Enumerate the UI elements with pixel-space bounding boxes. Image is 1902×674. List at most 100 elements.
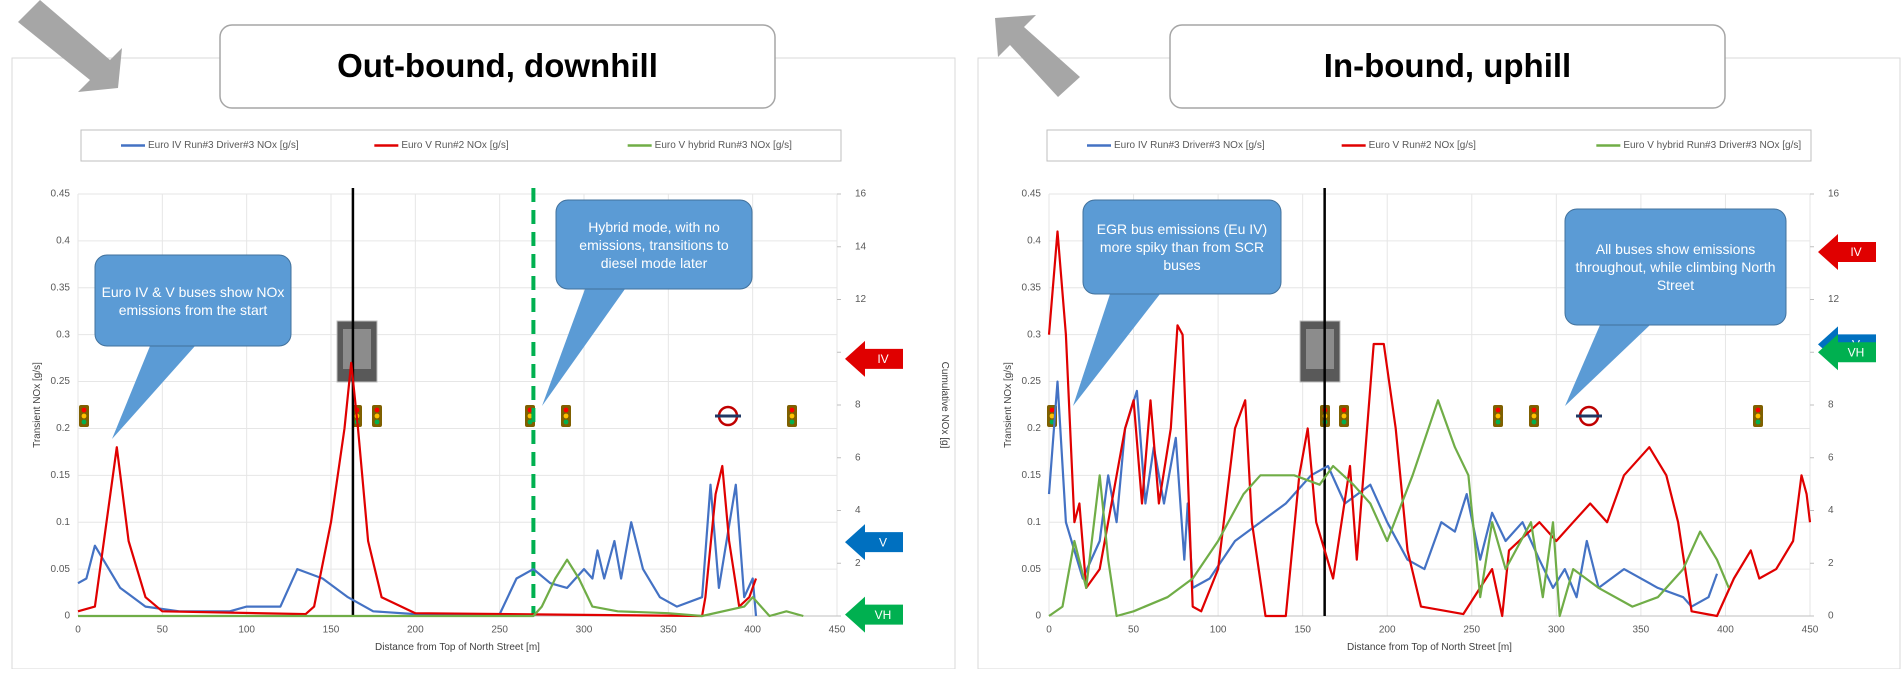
legend-label: Euro IV Run#3 Driver#3 NOx [g/s]	[1114, 140, 1265, 151]
x-tick-label: 200	[1379, 625, 1396, 636]
traffic-light-lamp	[374, 413, 380, 419]
chart-title: Out-bound, downhill	[337, 47, 658, 84]
y-tick-label: 0.1	[56, 517, 70, 528]
x-tick-label: 400	[1717, 625, 1734, 636]
x-tick-label: 150	[1294, 625, 1311, 636]
callout: EGR bus emissions (Eu IV) more spiky tha…	[1096, 221, 1268, 273]
y2-tick-label: 4	[1828, 505, 1834, 516]
y2-tick-label: 4	[855, 505, 861, 516]
cumulative-arrow	[1818, 234, 1876, 271]
y-tick-label: 0	[1035, 611, 1041, 622]
traffic-light-lamp	[374, 419, 380, 425]
traffic-light-lamp	[81, 413, 87, 419]
y2-tick-label: 14	[855, 241, 867, 252]
photo-detail	[343, 329, 371, 369]
x-tick-label: 450	[829, 625, 846, 636]
arrow-icon	[18, 0, 122, 92]
callout-tail	[112, 346, 195, 439]
callout-tail	[1073, 294, 1160, 406]
callout-box	[1082, 199, 1282, 295]
y2-tick-label: 2	[855, 558, 861, 569]
traffic-light-lamp	[1495, 419, 1501, 425]
y-tick-label: 0.4	[1027, 236, 1041, 247]
y-tick-label: 0.25	[51, 376, 71, 387]
cumulative-arrow	[1818, 334, 1876, 371]
y-tick-label: 0.15	[51, 470, 71, 481]
x-axis-label: Distance from Top of North Street [m]	[1347, 642, 1512, 653]
y2-tick-label: 6	[1828, 452, 1834, 463]
traffic-light-lamp	[1495, 413, 1501, 419]
y2-axis-label: Cumulative NOx [g]	[939, 362, 950, 449]
legend-label: Euro V Run#2 NOx [g/s]	[1369, 140, 1476, 151]
traffic-light-lamp	[1341, 413, 1347, 419]
series-line	[1048, 399, 1730, 618]
chart-title: In-bound, uphill	[1324, 47, 1571, 84]
traffic-light-lamp	[789, 407, 795, 413]
arrow-label: V	[879, 535, 887, 549]
y2-tick-label: 6	[855, 452, 861, 463]
x-tick-label: 0	[1046, 625, 1052, 636]
series-line	[77, 361, 758, 618]
traffic-light-lamp	[1531, 419, 1537, 425]
series-line	[1047, 230, 1812, 618]
traffic-light-lamp	[374, 407, 380, 413]
x-tick-label: 200	[407, 625, 424, 636]
y2-tick-label: 2	[1828, 558, 1834, 569]
legend-label: Euro V hybrid Run#3 NOx [g/s]	[655, 140, 793, 151]
x-tick-label: 350	[1633, 625, 1650, 636]
cumulative-arrow	[845, 524, 903, 561]
callout-text: EGR bus emissions (Eu IV) more spiky tha…	[1096, 221, 1268, 273]
y-tick-label: 0.05	[1022, 564, 1042, 575]
y-tick-label: 0.25	[1022, 376, 1042, 387]
traffic-light-lamp	[563, 419, 569, 425]
traffic-light-lamp	[527, 419, 533, 425]
y-tick-label: 0.35	[51, 282, 71, 293]
arrow-label: IV	[877, 352, 888, 366]
y2-tick-label: 0	[1828, 611, 1834, 622]
y-tick-label: 0.35	[1022, 282, 1042, 293]
callout-text: Hybrid mode, with no emissions, transiti…	[579, 218, 729, 271]
y-tick-label: 0.2	[1027, 423, 1041, 434]
y-tick-label: 0.3	[1027, 329, 1041, 340]
y-axis-label: Transient NOx [g/s]	[32, 362, 43, 448]
traffic-light-lamp	[1049, 407, 1055, 413]
x-tick-label: 350	[660, 625, 677, 636]
callout: Euro IV & V buses show NOx emissions fro…	[101, 283, 285, 318]
y2-tick-label: 12	[1828, 294, 1840, 305]
traffic-light-lamp	[789, 419, 795, 425]
traffic-light-lamp	[527, 413, 533, 419]
arrow-label: VH	[875, 608, 892, 622]
x-tick-label: 50	[1128, 625, 1140, 636]
y-tick-label: 0.15	[1022, 470, 1042, 481]
x-tick-label: 50	[157, 625, 169, 636]
arrow-label: VH	[1848, 345, 1865, 359]
y-tick-label: 0.4	[56, 236, 70, 247]
callout-text: Euro IV & V buses show NOx emissions fro…	[101, 283, 285, 318]
x-tick-label: 100	[238, 625, 255, 636]
traffic-light-lamp	[1049, 413, 1055, 419]
x-tick-label: 450	[1802, 625, 1819, 636]
x-tick-label: 300	[1548, 625, 1565, 636]
y-tick-label: 0.45	[51, 189, 71, 200]
callout-tail	[542, 289, 625, 406]
y-tick-label: 0.3	[56, 329, 70, 340]
traffic-light-lamp	[527, 407, 533, 413]
x-tick-label: 250	[1463, 625, 1480, 636]
y2-tick-label: 8	[1828, 400, 1834, 411]
traffic-light-lamp	[1755, 407, 1761, 413]
photo-detail	[1306, 329, 1334, 369]
y2-tick-label: 16	[855, 189, 867, 200]
legend-box	[80, 129, 842, 162]
y-tick-label: 0.2	[56, 423, 70, 434]
cumulative-arrow	[845, 596, 903, 633]
x-tick-label: 400	[744, 625, 761, 636]
y2-tick-label: 12	[855, 294, 867, 305]
legend-label: Euro IV Run#3 Driver#3 NOx [g/s]	[148, 140, 299, 151]
cumulative-arrow	[845, 340, 903, 377]
y-tick-label: 0.1	[1027, 517, 1041, 528]
legend-label: Euro V Run#2 NOx [g/s]	[401, 140, 508, 151]
traffic-light-lamp	[1341, 419, 1347, 425]
traffic-light-lamp	[1755, 419, 1761, 425]
y-tick-label: 0	[64, 611, 70, 622]
